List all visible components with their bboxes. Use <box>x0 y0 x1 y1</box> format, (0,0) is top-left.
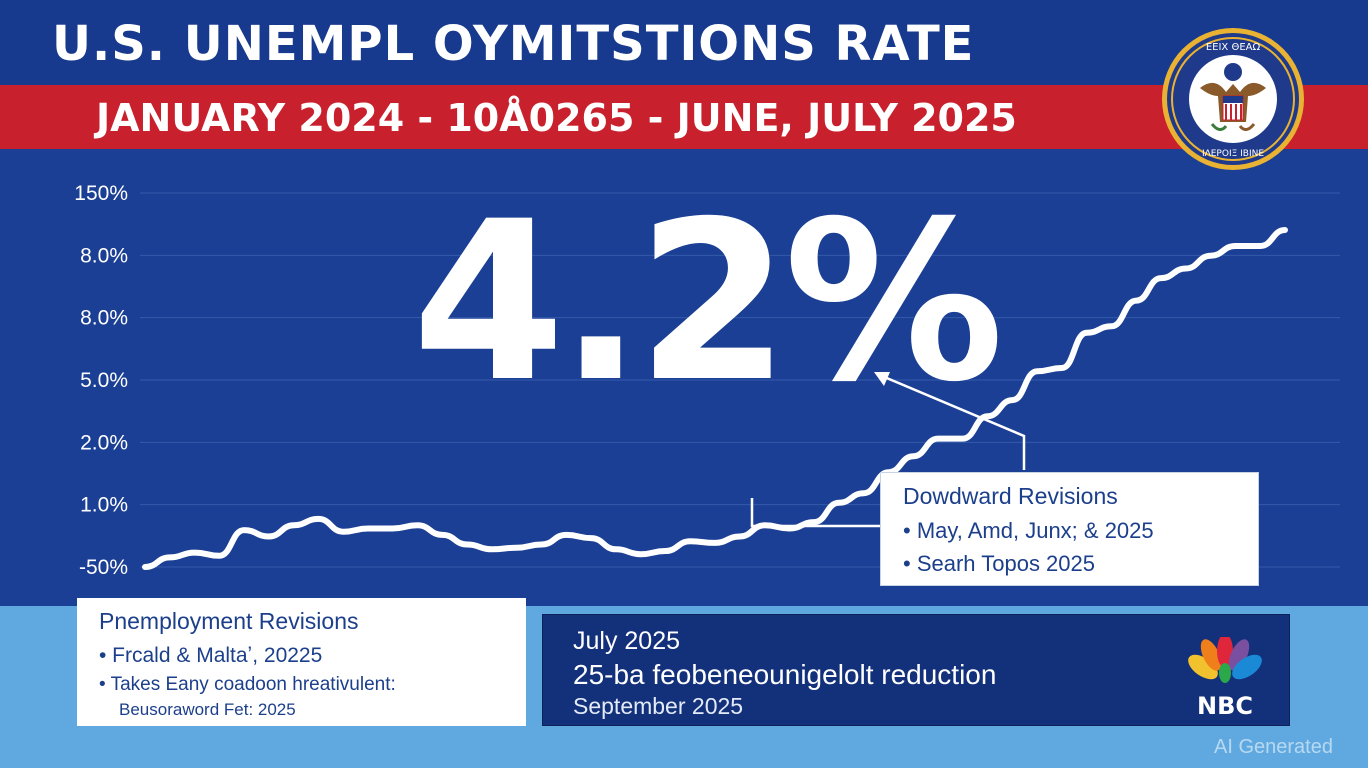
rate-cut-date: July 2025 <box>573 627 681 655</box>
subtitle-band <box>0 85 1368 149</box>
nbc-peacock-icon: NBC <box>1188 637 1262 717</box>
y-tick-label: 2.0% <box>80 431 128 454</box>
revisions-subline: Beusoraword Fet: 2025 <box>119 700 296 719</box>
callout-bullet: • Searh Topos 2025 <box>903 551 1095 576</box>
y-tick-label: 8.0% <box>80 244 128 267</box>
page-subtitle: JANUARY 2024 - 10Å0265 - JUNE, JULY 2025 <box>96 96 1017 140</box>
value-arrowhead <box>874 372 890 386</box>
page-title: U.S. UNEMPL OYMITSTIONS RATE <box>52 16 975 72</box>
callout-heading: Dowdward Revisions <box>903 483 1118 509</box>
rate-cut-panel: July 2025 25-ba feobeneounigelolt reduct… <box>542 614 1290 726</box>
headline-value: 4.2% <box>412 174 1004 430</box>
callout-bullet: • May, Amd, Junx; & 2025 <box>903 518 1154 543</box>
seal-text-top: ΕΕΙΧ ΘΕΑΩ <box>1206 42 1261 53</box>
value-arrow <box>881 374 1026 470</box>
seal-text-bottom: ΙΛΕΡΟΙΞ ΙΒΙΝΕ <box>1202 149 1264 159</box>
y-tick-label: 5.0% <box>80 369 128 392</box>
header-bar <box>0 0 1368 85</box>
ai-generated-watermark: AI Generated <box>1214 736 1333 758</box>
y-tick-label: 8.0% <box>80 307 128 330</box>
revisions-bullet: • Frcald & Maltaʼ, 20225 <box>99 644 323 667</box>
rate-cut-text: 25-ba feobeneounigelolt reduction <box>573 659 997 690</box>
y-axis-ticks: 150% 8.0% 8.0% 5.0% 2.0% 1.0% -50% <box>74 182 128 579</box>
callout-arrow <box>750 498 880 528</box>
rate-cut-followup: September 2025 <box>573 693 744 719</box>
series-line <box>142 227 1288 570</box>
downward-revisions-callout: Dowdward Revisions • May, Amd, Junx; & 2… <box>880 472 1259 586</box>
revisions-heading: Pnemployment Revisions <box>99 608 359 634</box>
y-tick-label: -50% <box>79 556 128 579</box>
y-tick-label: 1.0% <box>80 494 128 517</box>
y-tick-label: 150% <box>74 182 128 205</box>
nbc-logo-text: NBC <box>1197 692 1253 717</box>
revisions-panel: Pnemployment Revisions • Frcald & Maltaʼ… <box>77 598 526 726</box>
revisions-bullet: • Takes Eany coadoon hreativulent: <box>99 674 396 695</box>
seal-icon: ΕΕΙΧ ΘΕΑΩ ΙΛΕΡΟΙΞ ΙΒΙΝΕ <box>1162 28 1304 170</box>
